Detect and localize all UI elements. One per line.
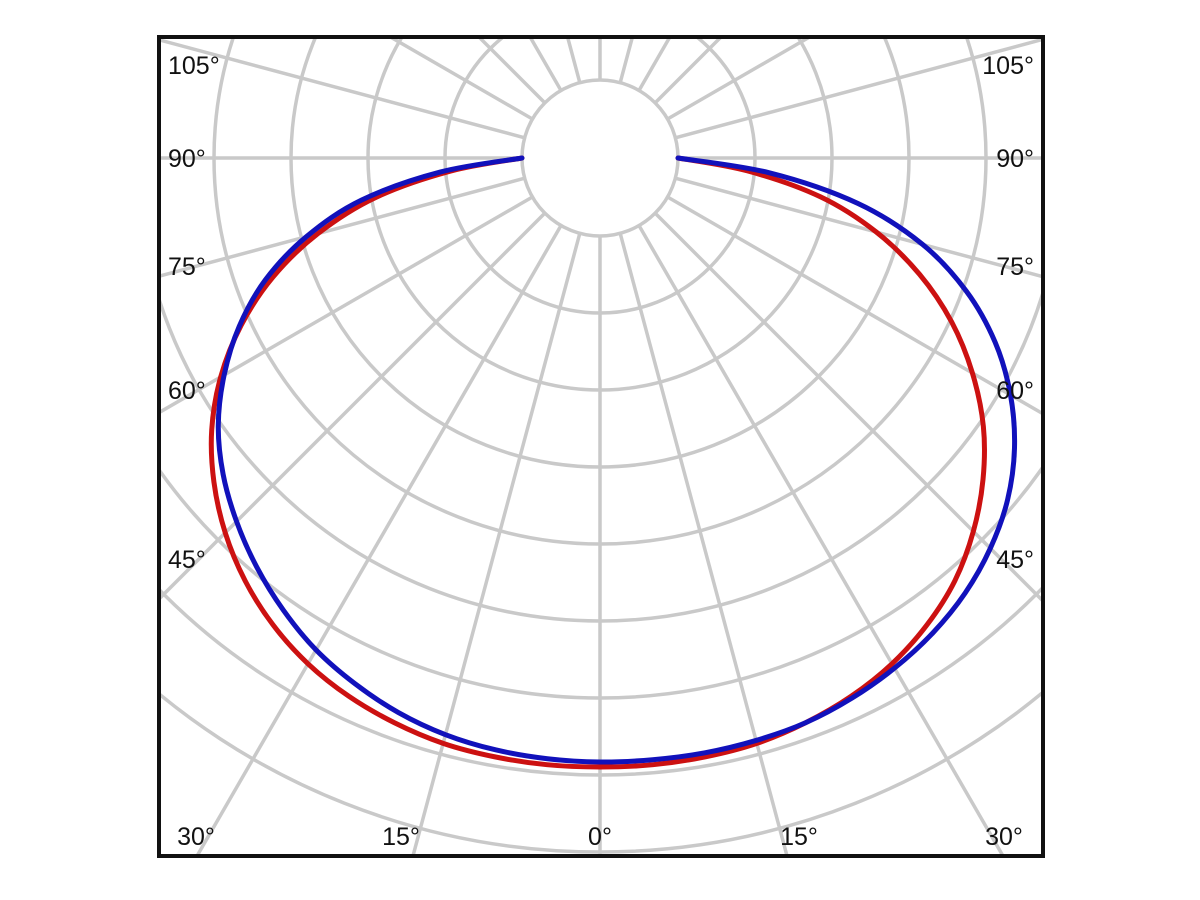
- axis-label-left-4: 45°: [168, 546, 206, 574]
- grid-spoke: [161, 211, 547, 600]
- grid-ring: [520, 78, 680, 238]
- grid-spoke: [196, 224, 563, 854]
- grid-spoke: [566, 39, 582, 84]
- axis-label-bottom-3: 15°: [780, 823, 818, 851]
- axis-label-left-0: 105°: [168, 52, 220, 80]
- grid-spoke: [637, 224, 1004, 854]
- grid-spoke: [653, 211, 1041, 602]
- axis-label-right-1: 90°: [996, 145, 1034, 173]
- grid-spoke: [161, 195, 534, 414]
- grid-spoke: [161, 39, 526, 140]
- axis-label-left-3: 60°: [168, 377, 206, 405]
- axis-label-left-2: 75°: [168, 253, 206, 281]
- series-layer: [208, 155, 1018, 770]
- axis-label-right-3: 60°: [996, 377, 1034, 405]
- grid-spoke: [666, 39, 810, 121]
- grid-spoke: [666, 195, 1041, 415]
- axis-label-right-0: 105°: [982, 52, 1034, 80]
- axis-label-left-1: 90°: [168, 145, 206, 173]
- axis-label-right-4: 45°: [996, 546, 1034, 574]
- series-curve: [215, 155, 1018, 765]
- axis-label-right-2: 75°: [996, 253, 1034, 281]
- grid-spoke: [411, 232, 582, 854]
- axis-label-bottom-0: 30°: [177, 823, 215, 851]
- grid-spoke: [618, 39, 634, 84]
- grid-spoke: [674, 176, 1041, 278]
- axis-label-bottom-2: 0°: [588, 823, 612, 851]
- axis-label-bottom-1: 15°: [382, 823, 420, 851]
- grid-spoke: [161, 176, 526, 278]
- axis-label-bottom-4: 30°: [985, 823, 1023, 851]
- series-curve: [208, 155, 987, 770]
- grid-spoke: [618, 232, 789, 854]
- grid-spoke: [390, 39, 534, 121]
- grid-spoke: [674, 39, 1041, 140]
